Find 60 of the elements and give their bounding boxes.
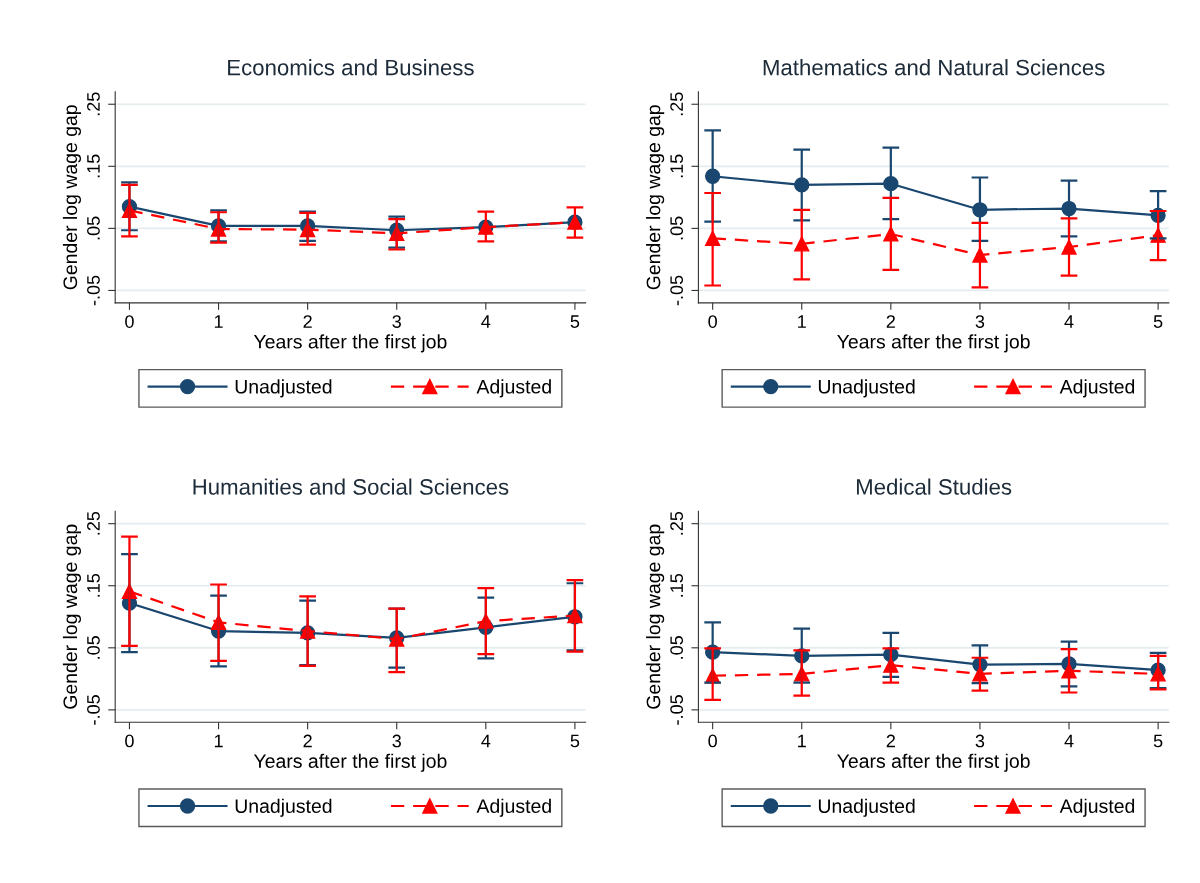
y-tick-label: -.05 [670, 695, 684, 725]
y-axis-title: Gender log wage gap [62, 524, 82, 709]
legend-label: Unadjusted [818, 798, 915, 817]
legend-label: Adjusted [476, 379, 551, 398]
chart-title: Humanities and Social Sciences [193, 478, 509, 495]
x-axis-title: Years after the first job [837, 334, 1030, 353]
x-tick-label: 5 [570, 315, 580, 328]
y-tick-label: -.05 [87, 695, 100, 725]
legend-label: Adjusted [1059, 379, 1135, 398]
chart-title: Mathematics and Natural Sciences [763, 59, 1105, 76]
chart-title: Medical Studies [856, 478, 1012, 495]
x-tick-label: 3 [392, 734, 401, 748]
x-tick-label: 2 [303, 734, 312, 748]
chart-title: Economics and Business [228, 59, 474, 76]
x-tick-label: 0 [708, 315, 717, 328]
y-tick-label: .15 [87, 573, 100, 597]
y-tick-label: .25 [670, 511, 684, 535]
y-tick-label: .25 [87, 511, 100, 535]
legend-label: Unadjusted [235, 379, 332, 398]
x-tick-label: 4 [481, 315, 491, 328]
x-tick-label: 1 [798, 315, 806, 328]
y-tick-label: .15 [670, 154, 684, 178]
x-tick-label: 3 [975, 734, 985, 748]
y-tick-label: .05 [670, 636, 684, 659]
x-tick-label: 4 [1064, 734, 1074, 748]
x-axis-title: Years after the first job [837, 753, 1030, 772]
x-tick-label: 0 [125, 315, 134, 328]
y-axis-title: Gender log wage gap [646, 524, 665, 709]
legend-label: Unadjusted [818, 379, 915, 398]
x-axis-title: Years after the first job [253, 753, 447, 772]
x-tick-label: 4 [481, 734, 491, 748]
x-tick-label: 3 [392, 315, 401, 328]
y-tick-label: .25 [87, 92, 100, 116]
y-tick-label: .05 [87, 216, 100, 240]
legend-label: Adjusted [1059, 798, 1135, 817]
y-tick-label: -.05 [670, 275, 684, 306]
y-tick-label: .25 [670, 92, 684, 116]
y-tick-label: .15 [670, 573, 684, 597]
y-tick-label: .05 [670, 216, 684, 240]
y-axis-title: Gender log wage gap [62, 105, 82, 290]
legend-label: Unadjusted [235, 798, 332, 817]
y-axis-title: Gender log wage gap [646, 105, 665, 290]
y-tick-label: .05 [87, 636, 100, 659]
x-tick-label: 0 [125, 734, 134, 748]
x-tick-label: 4 [1064, 315, 1074, 328]
x-tick-label: 1 [798, 734, 806, 748]
legend-label: Adjusted [476, 798, 551, 817]
y-tick-label: -.05 [87, 275, 100, 306]
x-axis-title: Years after the first job [253, 334, 447, 353]
x-tick-label: 5 [1153, 734, 1163, 748]
x-tick-label: 2 [886, 315, 895, 328]
x-tick-label: 2 [303, 315, 312, 328]
x-tick-label: 0 [708, 734, 717, 748]
x-tick-label: 1 [214, 734, 223, 748]
x-tick-label: 5 [1153, 315, 1163, 328]
y-tick-label: .15 [87, 154, 100, 178]
x-tick-label: 2 [886, 734, 895, 748]
x-tick-label: 1 [214, 315, 223, 328]
x-tick-label: 3 [975, 315, 985, 328]
x-tick-label: 5 [570, 734, 580, 748]
